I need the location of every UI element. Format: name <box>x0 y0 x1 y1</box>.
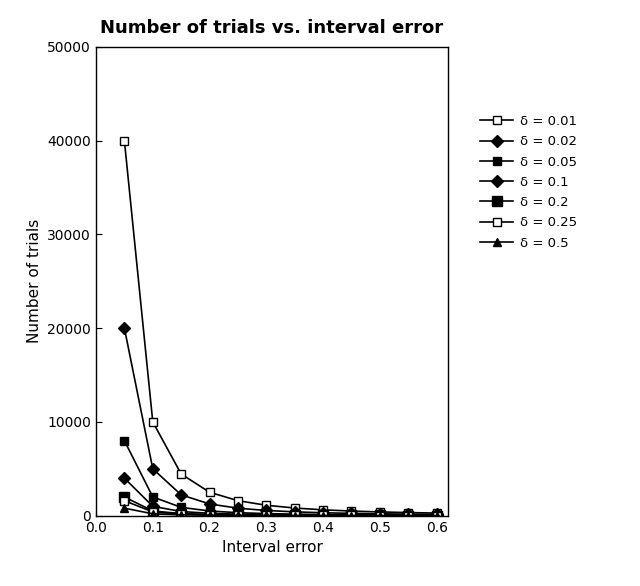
δ = 0.25 <box>376 512 384 519</box>
δ = 0.25 <box>348 512 355 519</box>
δ = 0.5 <box>348 512 355 519</box>
δ = 0.1 <box>348 512 355 519</box>
δ = 0.2 <box>177 510 185 517</box>
δ = 0.5 <box>234 512 242 519</box>
δ = 0.1 <box>319 512 327 519</box>
δ = 0.5 <box>404 512 412 519</box>
Line: δ = 0.1: δ = 0.1 <box>120 474 441 520</box>
Line: δ = 0.2: δ = 0.2 <box>120 492 442 520</box>
δ = 0.01 <box>348 507 355 515</box>
δ = 0.2 <box>348 512 355 519</box>
Line: δ = 0.05: δ = 0.05 <box>120 437 441 519</box>
δ = 0.05 <box>404 512 412 519</box>
δ = 0.2 <box>433 512 440 519</box>
δ = 0.05 <box>319 511 327 518</box>
δ = 0.25 <box>291 512 298 519</box>
Line: δ = 0.02: δ = 0.02 <box>120 324 441 519</box>
δ = 0.2 <box>376 512 384 519</box>
δ = 0.02 <box>177 491 185 498</box>
δ = 0.02 <box>433 511 440 518</box>
δ = 0.2 <box>262 512 270 519</box>
δ = 0.5 <box>205 512 213 519</box>
δ = 0.01 <box>291 505 298 512</box>
δ = 0.1 <box>262 511 270 518</box>
δ = 0.1 <box>433 512 440 519</box>
δ = 0.1 <box>149 503 157 510</box>
δ = 0.01 <box>376 509 384 516</box>
δ = 0.25 <box>262 512 270 519</box>
δ = 0.01 <box>120 137 128 144</box>
δ = 0.02 <box>205 500 213 507</box>
δ = 0.5 <box>319 512 327 519</box>
Y-axis label: Number of trials: Number of trials <box>27 219 42 343</box>
δ = 0.05 <box>205 507 213 515</box>
δ = 0.05 <box>376 512 384 519</box>
δ = 0.05 <box>348 511 355 518</box>
δ = 0.5 <box>120 505 128 512</box>
δ = 0.01 <box>177 471 185 478</box>
Line: δ = 0.01: δ = 0.01 <box>120 137 441 517</box>
δ = 0.5 <box>177 512 185 519</box>
δ = 0.02 <box>120 325 128 332</box>
δ = 0.05 <box>149 493 157 500</box>
δ = 0.02 <box>149 465 157 472</box>
δ = 0.01 <box>149 418 157 425</box>
δ = 0.05 <box>177 504 185 511</box>
δ = 0.1 <box>376 512 384 519</box>
δ = 0.1 <box>404 512 412 519</box>
δ = 0.25 <box>149 509 157 516</box>
δ = 0.25 <box>177 510 185 517</box>
δ = 0.05 <box>262 510 270 517</box>
δ = 0.5 <box>262 512 270 519</box>
δ = 0.2 <box>234 512 242 519</box>
δ = 0.05 <box>433 512 440 519</box>
δ = 0.1 <box>291 512 298 519</box>
X-axis label: Interval error: Interval error <box>221 540 323 555</box>
δ = 0.5 <box>149 510 157 517</box>
Line: δ = 0.5: δ = 0.5 <box>120 504 441 520</box>
δ = 0.2 <box>319 512 327 519</box>
δ = 0.25 <box>120 497 128 504</box>
δ = 0.02 <box>262 507 270 514</box>
δ = 0.1 <box>234 510 242 517</box>
δ = 0.01 <box>262 502 270 509</box>
δ = 0.2 <box>149 507 157 515</box>
δ = 0.02 <box>348 510 355 517</box>
δ = 0.25 <box>404 512 412 519</box>
δ = 0.05 <box>120 437 128 444</box>
δ = 0.01 <box>433 510 440 517</box>
δ = 0.25 <box>205 511 213 518</box>
δ = 0.2 <box>205 511 213 518</box>
δ = 0.01 <box>319 506 327 513</box>
δ = 0.01 <box>205 489 213 496</box>
δ = 0.1 <box>205 510 213 517</box>
Line: δ = 0.25: δ = 0.25 <box>120 496 441 520</box>
δ = 0.25 <box>234 512 242 519</box>
δ = 0.02 <box>319 509 327 516</box>
δ = 0.1 <box>177 508 185 515</box>
δ = 0.01 <box>404 509 412 516</box>
δ = 0.02 <box>234 505 242 512</box>
δ = 0.2 <box>291 512 298 519</box>
δ = 0.02 <box>404 510 412 517</box>
Title: Number of trials vs. interval error: Number of trials vs. interval error <box>100 19 444 37</box>
δ = 0.01 <box>234 497 242 504</box>
δ = 0.5 <box>376 512 384 519</box>
δ = 0.25 <box>319 512 327 519</box>
δ = 0.05 <box>291 510 298 517</box>
δ = 0.25 <box>433 512 440 519</box>
δ = 0.5 <box>291 512 298 519</box>
Legend: δ = 0.01, δ = 0.02, δ = 0.05, δ = 0.1, δ = 0.2, δ = 0.25, δ = 0.5: δ = 0.01, δ = 0.02, δ = 0.05, δ = 0.1, δ… <box>475 110 582 255</box>
δ = 0.5 <box>433 512 440 519</box>
δ = 0.2 <box>404 512 412 519</box>
δ = 0.02 <box>291 508 298 515</box>
δ = 0.2 <box>120 493 128 500</box>
δ = 0.1 <box>120 475 128 482</box>
δ = 0.05 <box>234 509 242 516</box>
δ = 0.02 <box>376 510 384 517</box>
